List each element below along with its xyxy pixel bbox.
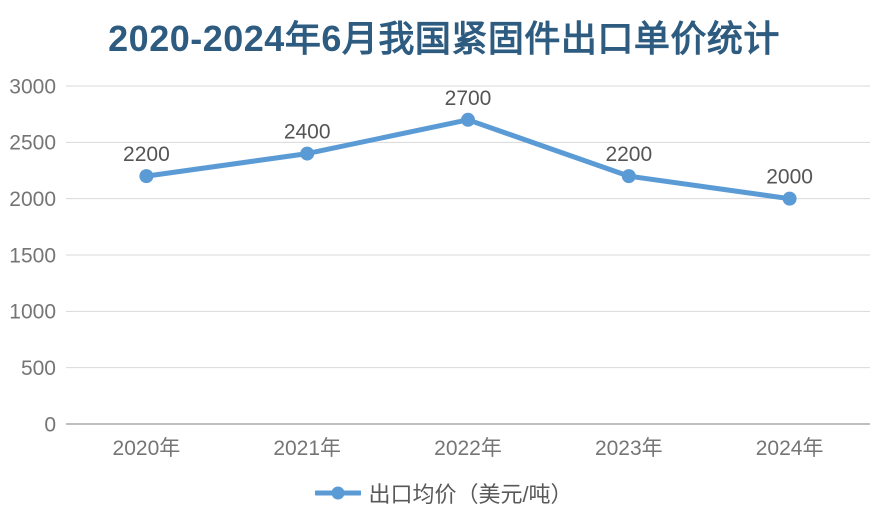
legend: 出口均价（美元/吨） <box>0 477 888 509</box>
legend-line-marker-icon <box>315 486 362 500</box>
y-tick-label: 1000 <box>9 301 56 324</box>
data-point-label: 2200 <box>123 143 170 166</box>
x-tick-label: 2023年 <box>595 437 663 460</box>
data-point-label: 2000 <box>766 166 813 189</box>
y-tick-label: 0 <box>44 413 56 436</box>
data-point-marker <box>300 146 315 161</box>
series-line <box>143 117 793 202</box>
data-point-marker <box>782 191 797 206</box>
x-tick-label: 2022年 <box>434 437 502 460</box>
data-point-label: 2400 <box>284 121 331 144</box>
data-point-label: 2200 <box>605 143 652 166</box>
data-point-marker <box>621 169 636 184</box>
chart-title: 2020-2024年6月我国紧固件出口单价统计 <box>108 18 780 59</box>
y-tick-label: 1500 <box>9 244 56 267</box>
data-point-marker <box>139 169 154 184</box>
x-tick-label: 2024年 <box>756 437 824 460</box>
y-tick-label: 500 <box>21 357 56 380</box>
legend-label: 出口均价（美元/吨） <box>368 482 573 507</box>
y-tick-label: 2000 <box>9 188 56 211</box>
x-tick-label: 2021年 <box>273 437 341 460</box>
x-tick-label: 2020年 <box>113 437 181 460</box>
y-tick-label: 2500 <box>9 132 56 155</box>
data-point-label: 2700 <box>445 87 492 110</box>
data-point-marker <box>461 112 475 127</box>
y-tick-label: 3000 <box>9 75 56 98</box>
